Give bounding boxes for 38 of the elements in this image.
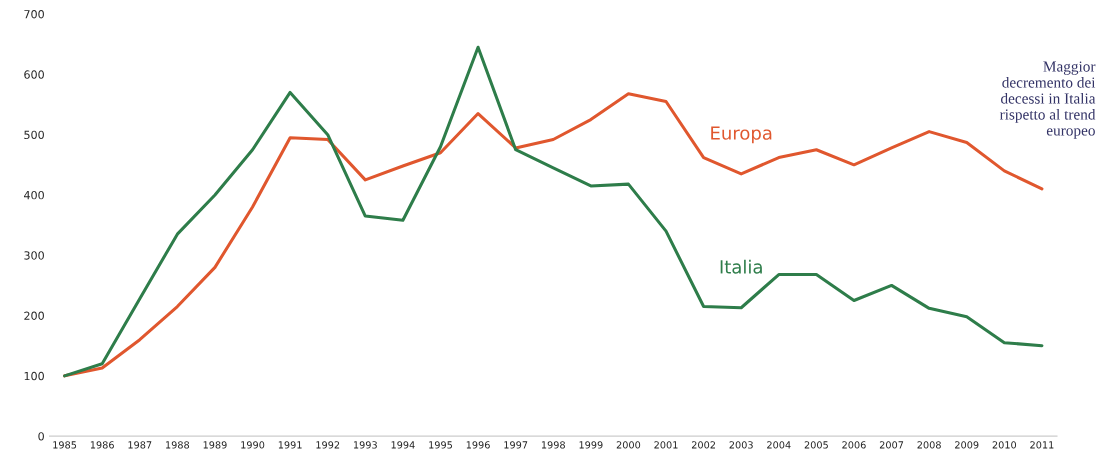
y-tick-label: 200	[24, 311, 44, 320]
x-tick-label: 2006	[842, 441, 866, 449]
y-tick-label: 700	[24, 10, 44, 19]
y-tick-label: 100	[24, 371, 44, 381]
x-tick-label: 2008	[917, 441, 941, 449]
x-tick-label: 1991	[278, 441, 302, 449]
x-tick-label: 2003	[729, 441, 753, 449]
y-tick-label: 300	[24, 251, 44, 260]
x-tick-label: 2007	[879, 441, 904, 449]
x-tick-label: 2010	[992, 441, 1017, 449]
annotation: Maggior decremento dei decessi in Italia rispetto al trend europeo	[999, 61, 1096, 139]
x-tick-label: 1987	[128, 441, 152, 449]
y-tick-label: 400	[24, 190, 44, 200]
y-tick-label: 0	[38, 432, 44, 441]
x-tick-label: 1989	[203, 441, 227, 449]
x-tick-label: 2005	[804, 441, 828, 449]
x-tick-label: 1994	[391, 441, 415, 449]
x-tick-label: 2001	[654, 441, 678, 449]
series-label: Europa	[711, 126, 772, 144]
x-tick-label: 1985	[53, 441, 77, 449]
x-tick-label: 2009	[955, 441, 979, 449]
x-tick-label: 1992	[316, 441, 340, 449]
x-tick-label: 2004	[767, 441, 791, 449]
x-tick-label: 1999	[579, 441, 603, 449]
x-tick-label: 2000	[616, 441, 641, 449]
x-tick-label: 1997	[504, 441, 528, 449]
x-tick-label: 1988	[166, 441, 190, 449]
x-tick-label: 1986	[90, 441, 114, 449]
series-label: Italia	[720, 259, 762, 274]
x-tick-label: 1990	[241, 441, 265, 449]
x-tick-label: 1993	[354, 441, 377, 449]
y-tick-label: 600	[24, 70, 44, 79]
x-tick-label: 2002	[691, 441, 716, 449]
x-tick-label: 1995	[429, 441, 452, 449]
x-tick-label: 1998	[541, 441, 565, 449]
x-tick-label: 1996	[466, 441, 490, 449]
x-tick-label: 2011	[1030, 441, 1054, 449]
y-tick-label: 500	[24, 130, 44, 140]
